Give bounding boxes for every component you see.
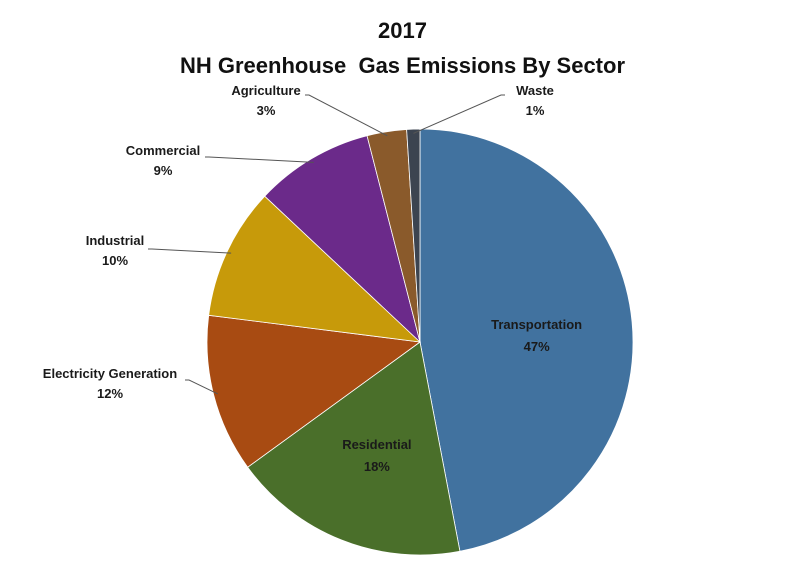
slice-label-electricity-generation: Electricity Generation [43,366,177,381]
slice-label-transportation: Transportation [491,317,582,332]
slice-label-industrial: Industrial [86,233,145,248]
pie-slice-commercial [264,135,421,344]
pie-slice-waste [406,128,421,343]
slice-label-residential: Residential [342,437,411,452]
slice-value-commercial: 9% [154,163,173,178]
pie-slice-residential [247,341,461,556]
leader-line-commercial [205,156,314,163]
slice-value-residential: 18% [364,459,390,474]
slice-label-waste: Waste [516,83,554,98]
slice-value-waste: 1% [526,103,545,118]
pie-slice-transportation [419,128,634,552]
slice-label-commercial: Commercial [126,143,200,158]
chart-title-year: 2017 [378,18,427,43]
leader-line-waste [413,94,505,134]
slice-value-transportation: 47% [524,339,550,354]
chart-title: NH Greenhouse Gas Emissions By Sector [179,53,626,78]
pie-slice-industrial [208,195,422,343]
leader-line-agriculture [305,94,388,137]
slice-label-agriculture: Agriculture [231,83,300,98]
leader-line-electricity-generation [185,379,219,395]
slice-value-industrial: 10% [102,253,128,268]
pie-slice-electricity-generation [206,314,422,468]
slice-value-electricity-generation: 12% [97,386,123,401]
leader-line-industrial [148,248,232,254]
slice-value-agriculture: 3% [257,103,276,118]
